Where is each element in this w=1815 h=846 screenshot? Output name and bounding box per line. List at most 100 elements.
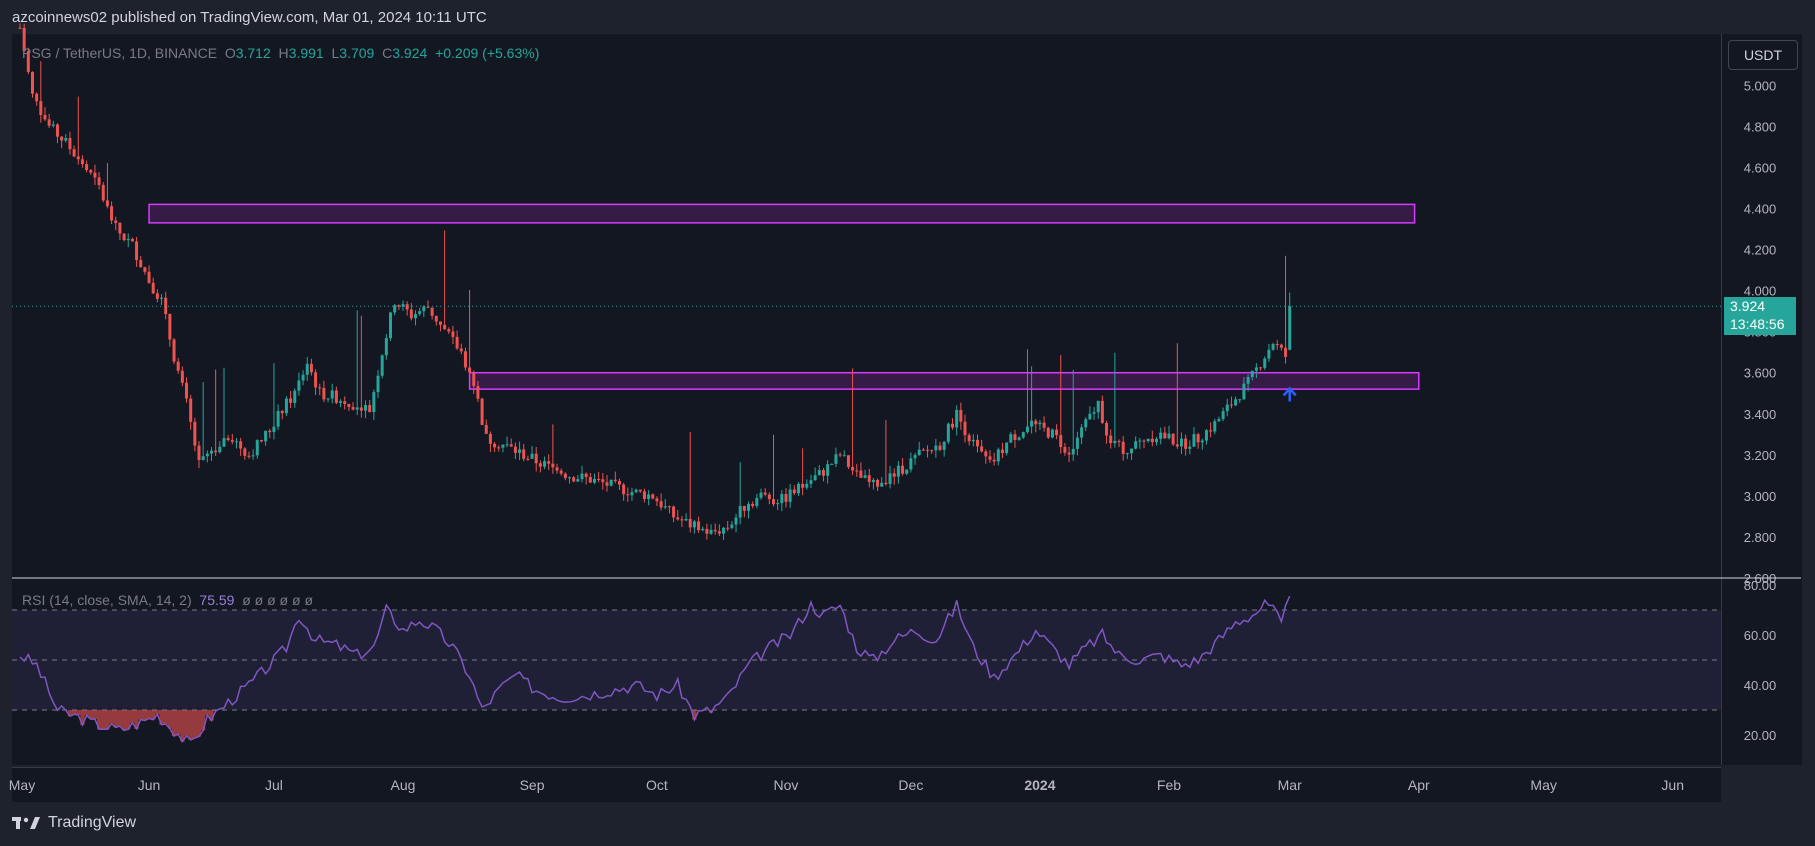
candle-body — [826, 464, 830, 476]
candle-body — [193, 421, 197, 446]
candle-body — [314, 372, 318, 388]
zones-layer — [148, 203, 1420, 390]
chart-panel[interactable] — [12, 34, 1721, 765]
candle-body — [780, 493, 784, 504]
candle-body — [538, 463, 542, 467]
candle-body — [796, 483, 800, 494]
candle-body — [813, 475, 817, 481]
rsi-tick-label: 40.00 — [1744, 678, 1777, 693]
candle-body — [663, 506, 667, 508]
candle-body — [859, 470, 863, 478]
open-label: O — [224, 45, 236, 61]
currency-button[interactable]: USDT — [1728, 40, 1798, 70]
candle-body — [1021, 432, 1025, 438]
candle-body — [684, 518, 688, 521]
candle-body — [884, 482, 888, 485]
candle-body — [1005, 442, 1009, 454]
price-tick-label: 4.400 — [1744, 201, 1777, 216]
candle-body — [1234, 399, 1238, 406]
symbol-label[interactable]: PSG / TetherUS, 1D, BINANCE — [22, 45, 218, 61]
candle-body — [1030, 420, 1034, 427]
last-price-value: 3.924 — [1730, 298, 1766, 314]
candle-body — [122, 233, 126, 241]
candle-body — [1221, 411, 1225, 420]
candle-body — [76, 156, 80, 160]
candle-body — [64, 138, 68, 141]
close-label: C — [382, 45, 393, 61]
candle-body — [830, 463, 834, 465]
candle-body — [597, 479, 601, 481]
candle-body — [1109, 435, 1113, 444]
candle-body — [334, 390, 338, 403]
candle-body — [264, 430, 268, 442]
candle-body — [1225, 404, 1229, 412]
candle-body — [205, 453, 209, 457]
candle-body — [164, 297, 168, 315]
candle-body — [555, 467, 559, 471]
candle-body — [1125, 453, 1129, 455]
candle-body — [901, 465, 905, 474]
ohlc-legend[interactable]: PSG / TetherUS, 1D, BINANCE O3.712 H3.99… — [22, 45, 539, 61]
candle-body — [60, 136, 64, 141]
candle-body — [971, 439, 975, 442]
candle-body — [876, 479, 880, 487]
candle-body — [364, 405, 368, 411]
candle-body — [551, 463, 555, 468]
candle-body — [397, 305, 401, 307]
candle-body — [726, 527, 730, 529]
price-tick-label: 4.800 — [1744, 119, 1777, 134]
candle-body — [1134, 441, 1138, 449]
candle-body — [185, 382, 189, 399]
candle-body — [251, 455, 255, 457]
candle-body — [160, 297, 164, 299]
candle-body — [1121, 441, 1125, 454]
candle-body — [1046, 427, 1050, 438]
time-axis[interactable] — [12, 767, 1721, 802]
candle-body — [892, 473, 896, 477]
candle-body — [1196, 434, 1200, 443]
candle-body — [97, 177, 101, 185]
candle-body — [1163, 432, 1167, 439]
candle-body — [476, 386, 480, 399]
candle-body — [1146, 438, 1150, 442]
rsi-label[interactable]: RSI (14, close, SMA, 14, 2) — [22, 592, 192, 608]
candle-body — [1092, 412, 1096, 414]
price-axis[interactable] — [1721, 34, 1802, 765]
rsi-legend[interactable]: RSI (14, close, SMA, 14, 2) 75.59 ø ø ø … — [22, 592, 313, 608]
candle-body — [605, 482, 609, 486]
candle-body — [921, 449, 925, 451]
time-tick-label: Mar — [1278, 777, 1302, 793]
candle-body — [1084, 419, 1088, 428]
candle-body — [1055, 429, 1059, 436]
time-tick-label: Aug — [391, 777, 416, 793]
candle-body — [913, 455, 917, 459]
candle-body — [1034, 420, 1038, 425]
candle-body — [343, 401, 347, 404]
brand[interactable]: TradingView — [12, 814, 136, 832]
candle-body — [472, 372, 476, 387]
candle-body — [413, 314, 417, 319]
candle-body — [863, 475, 867, 478]
candle-body — [35, 93, 39, 102]
candle-body — [509, 444, 513, 447]
rsi-line — [19, 595, 1291, 743]
candle-body — [101, 184, 105, 201]
candle-body — [1271, 343, 1275, 350]
up-arrow-icon — [1282, 386, 1297, 402]
candle-body — [422, 306, 426, 312]
candle-body — [667, 506, 671, 508]
candle-body — [1150, 438, 1154, 443]
high-value: 3.991 — [288, 45, 324, 61]
candle-body — [1250, 370, 1254, 378]
time-tick-label: 2024 — [1024, 777, 1055, 793]
candle-body — [680, 519, 684, 521]
candle-body — [1000, 449, 1004, 454]
candle-body — [572, 477, 576, 482]
candle-body — [147, 271, 151, 283]
candle-body — [68, 138, 72, 150]
candle-body — [351, 406, 355, 410]
candle-body — [1100, 400, 1104, 423]
candle-body — [1267, 349, 1271, 359]
candle-body — [451, 331, 455, 337]
candle-body — [917, 449, 921, 456]
